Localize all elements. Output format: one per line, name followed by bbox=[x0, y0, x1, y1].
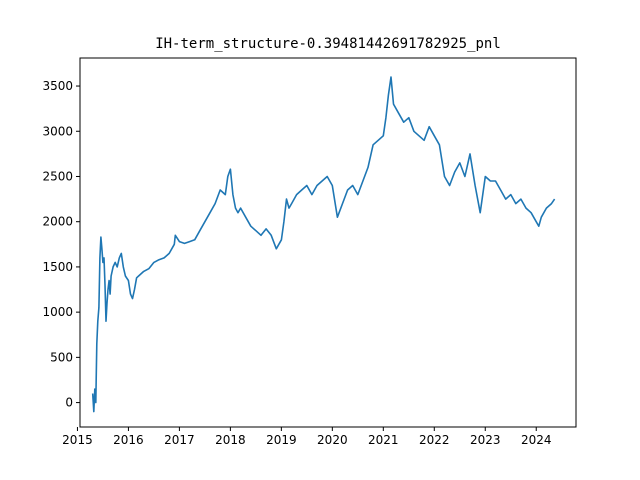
y-tick-label: 2000 bbox=[42, 215, 73, 229]
plot-area bbox=[91, 76, 556, 413]
y-tick-label: 3500 bbox=[42, 79, 73, 93]
x-tick-label: 2023 bbox=[470, 433, 501, 447]
x-tick-label: 2018 bbox=[215, 433, 246, 447]
y-tick-label: 1500 bbox=[42, 260, 73, 274]
series-line-0 bbox=[91, 76, 556, 413]
y-tick-label: 2500 bbox=[42, 169, 73, 183]
x-axis-ticks: 2015 2016 2017 2018 2019 2020 2021 2022 2023 2024 bbox=[62, 427, 552, 447]
chart-title: IH-term_structure-0.39481442691782925_pn… bbox=[155, 36, 501, 52]
x-tick-label: 2017 bbox=[164, 433, 195, 447]
y-tick-label: 0 bbox=[65, 396, 73, 410]
x-tick-label: 2015 bbox=[62, 433, 93, 447]
axes-frame bbox=[79, 57, 577, 428]
y-tick-label: 3000 bbox=[42, 124, 73, 138]
x-tick-label: 2020 bbox=[317, 433, 348, 447]
x-tick-label: 2021 bbox=[368, 433, 399, 447]
y-axis-ticks: 0 500 1000 1500 2000 2500 3000 3500 bbox=[42, 79, 80, 410]
y-tick-label: 500 bbox=[50, 350, 73, 364]
x-tick-label: 2019 bbox=[266, 433, 297, 447]
y-tick-label: 1000 bbox=[42, 305, 73, 319]
x-tick-label: 2024 bbox=[521, 433, 552, 447]
x-tick-label: 2016 bbox=[113, 433, 144, 447]
x-tick-label: 2022 bbox=[419, 433, 450, 447]
